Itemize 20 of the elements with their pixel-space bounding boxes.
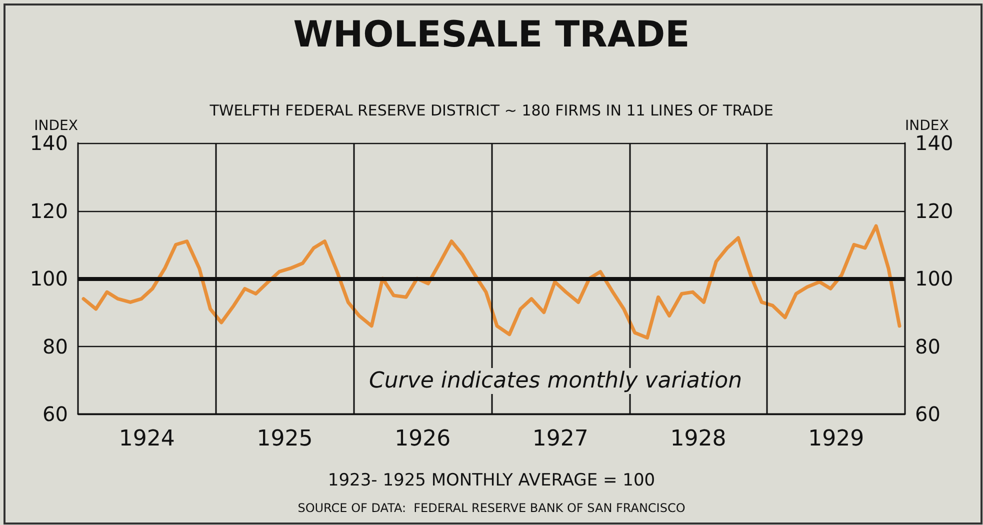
annotation: Curve indicates monthly variation xyxy=(369,368,742,394)
x-tick-label: 1924 xyxy=(118,426,175,452)
x-tick-label: 1928 xyxy=(670,426,726,452)
y2-tick-label: 100 xyxy=(915,266,954,290)
chart-subtitle: TWELFTH FEDERAL RESERVE DISTRICT ~ 180 FIRMS IN 11 LINES OF TRADE xyxy=(208,102,774,120)
x-tick-label: 1926 xyxy=(394,426,451,452)
x-tick-label: 1925 xyxy=(256,426,313,452)
y2-tick-label: 60 xyxy=(915,402,940,426)
chart-title: WHOLESALE TRADE xyxy=(293,14,690,56)
y-tick-label: 60 xyxy=(42,402,68,426)
x-tick-label: 1929 xyxy=(808,426,864,452)
y2-tick-label: 80 xyxy=(915,334,940,358)
x-axis-title: 1923- 1925 MONTHLY AVERAGE = 100 xyxy=(328,470,656,490)
y-tick-label: 100 xyxy=(30,266,68,290)
source-note: SOURCE OF DATA: FEDERAL RESERVE BANK OF SAN FRANCISCO xyxy=(298,501,686,515)
x-tick-label: 1927 xyxy=(532,426,588,452)
y-tick-label: 80 xyxy=(42,334,68,358)
y2-tick-label: 120 xyxy=(915,198,954,223)
y-tick-label: 120 xyxy=(30,198,68,223)
line-series xyxy=(82,224,902,340)
